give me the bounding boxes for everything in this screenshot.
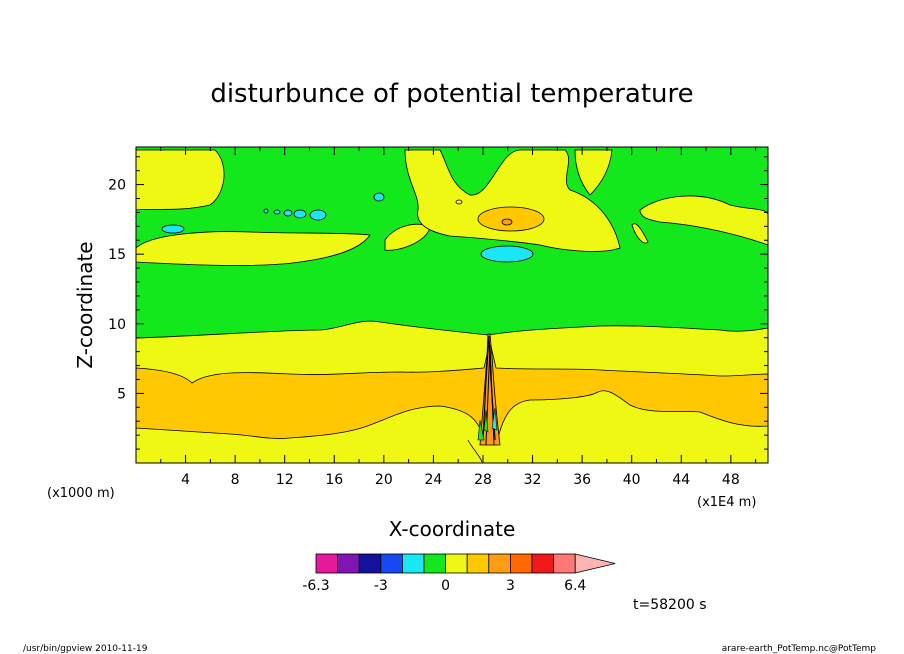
y-tick-label: 20 [108,178,126,194]
colorbar-label: 3 [506,578,515,594]
colorbar-cell [423,553,447,574]
x-tick-label: 24 [424,472,442,488]
plot-frame [135,146,769,464]
y-tick-label: 10 [108,317,126,333]
yellow-patch-right [639,195,768,246]
colorbar-cell [380,553,403,574]
cold-spot-left [161,224,185,234]
time-label: t=58200 s [633,597,707,613]
plume-cold-right [491,407,498,431]
x-tick-label: 4 [181,472,190,488]
cold-spot-chain-5 [263,208,269,214]
warm-orange-layer [136,341,768,439]
x-tick-label: 48 [722,472,740,488]
plume-base-contour [467,439,483,463]
x-tick-label: 32 [524,472,542,488]
warm-core-center [501,218,513,226]
colorbar-cell [488,553,511,574]
x-axis: 4 8 12 16 20 24 28 32 36 40 44 48 [160,147,757,488]
x-tick-label: 28 [474,472,492,488]
warm-core-orange [477,206,545,232]
plume-cold-left [477,419,485,441]
colorbar-cell [315,553,339,574]
plume-contour-inner [485,344,495,446]
colorbar-cell [466,553,490,574]
cold-spot-center [480,245,534,263]
x-tick-label: 20 [375,472,393,488]
x-unit-left: (x1000 m) [47,486,115,501]
colorbar-cell [509,553,533,574]
cold-spot-chain-4 [273,209,281,215]
chart-title: disturbunce of potential temperature [210,79,693,109]
yellow-patch-right-small [631,223,649,244]
cold-spot-top [373,192,385,202]
footer-left: /usr/bin/gpview 2010-11-19 [23,644,148,654]
colorbar-cell [358,553,382,574]
cold-spot-chain-1 [309,209,327,221]
cold-spot-chain-3 [283,209,293,217]
colorbar-label: 0 [441,578,450,594]
x-tick-label: 12 [276,472,294,488]
upper-yellow-band [136,231,371,266]
colorbar: -6.3 -3 0 3 6.4 [302,553,616,594]
y-tick-label: 5 [117,386,126,402]
colorbar-cell [531,553,555,574]
colorbar-label: 6.4 [564,578,586,594]
x-axis-label: X-coordinate [389,517,516,541]
x-tick-label: 8 [231,472,240,488]
x-tick-label: 40 [623,472,641,488]
upper-yellow-center [404,149,621,252]
colorbar-label: -3 [374,578,388,594]
colorbar-cell [553,553,576,574]
colorbar-cell [401,553,425,574]
y-axis: 5 10 15 20 [108,156,768,450]
contour-field [136,147,768,463]
y-axis-label: Z-coordinate [73,241,97,368]
plume-cold-center [483,409,489,433]
footer-right: arare-earth_PotTemp.nc@PotTemp [722,644,877,654]
y-tick-label: 15 [108,247,126,263]
colorbar-cell [445,553,468,574]
x-unit-right: (x1E4 m) [697,495,756,510]
cold-spot-chain-2 [293,209,307,219]
colorbar-label: -6.3 [302,578,329,594]
x-tick-label: 16 [325,472,343,488]
colorbar-arrow [574,553,616,574]
colorbar-cell [337,553,360,574]
yellow-patch-right-top [574,149,613,196]
x-tick-label: 36 [573,472,591,488]
contour-small-loop [455,199,463,205]
x-tick-label: 44 [672,472,690,488]
upper-yellow-region-left [136,149,225,211]
